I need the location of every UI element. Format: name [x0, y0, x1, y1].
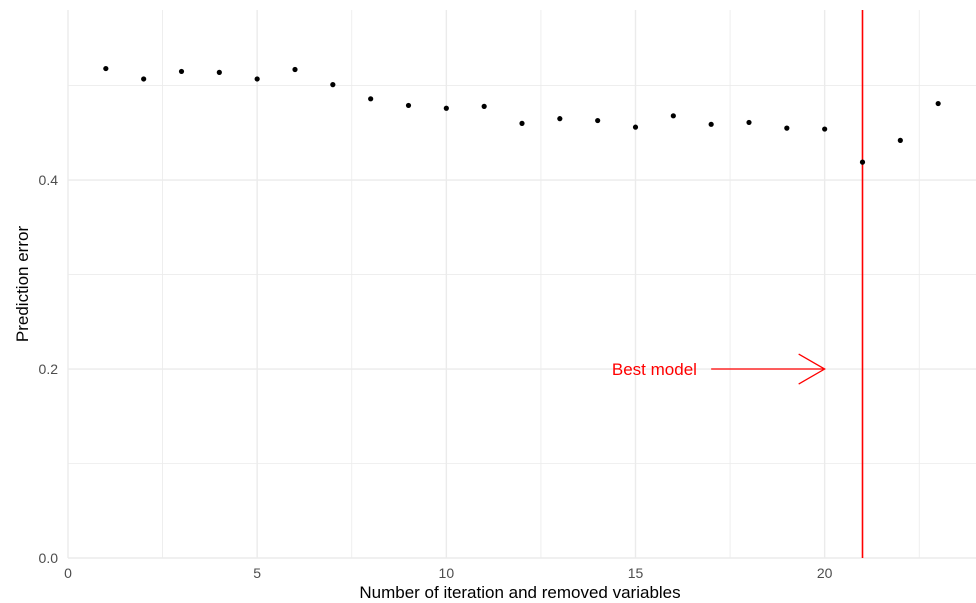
x-tick-label: 10 [439, 565, 455, 581]
data-point [784, 125, 790, 131]
tick-labels: 0 5 10 15 20 0.0 0.2 0.4 [39, 172, 833, 581]
grid-lines [67, 10, 976, 559]
data-point [178, 68, 185, 75]
data-point [897, 137, 903, 143]
data-point [670, 113, 676, 119]
data-point [254, 76, 260, 82]
y-tick-label: 0.4 [39, 172, 59, 188]
annotation-arrow-head [798, 353, 826, 385]
data-point [632, 124, 639, 130]
y-tick-label: 0.2 [39, 361, 59, 377]
data-point [141, 76, 147, 82]
annotation-text: Best model [612, 360, 697, 379]
data-point [405, 102, 412, 109]
y-tick-label: 0.0 [39, 550, 59, 566]
data-point [368, 96, 374, 102]
x-tick-label: 20 [817, 565, 833, 581]
data-point [935, 100, 941, 107]
data-point [103, 65, 109, 72]
data-point [746, 119, 752, 126]
data-point [519, 120, 525, 126]
data-point [708, 121, 714, 127]
data-point [595, 117, 601, 124]
data-point [216, 69, 222, 75]
data-point [481, 103, 487, 109]
x-tick-label: 0 [64, 565, 72, 581]
data-point [443, 105, 449, 111]
x-tick-label: 5 [253, 565, 261, 581]
data-point [292, 66, 298, 73]
data-point [822, 126, 828, 132]
best-model-annotation: Best model [612, 353, 826, 385]
x-axis-title: Number of iteration and removed variable… [359, 583, 680, 602]
data-point [557, 116, 563, 122]
y-axis-title: Prediction error [13, 226, 32, 343]
data-point [859, 159, 866, 165]
data-point [330, 82, 336, 88]
x-tick-label: 15 [628, 565, 644, 581]
data-points [103, 65, 941, 165]
